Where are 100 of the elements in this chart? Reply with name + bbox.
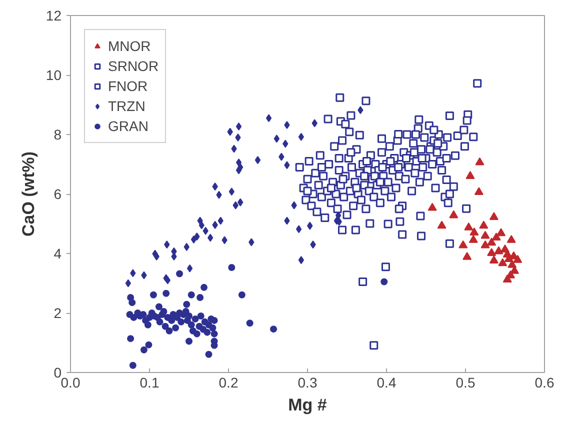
point	[284, 216, 290, 225]
legend-label: FNOR	[108, 78, 148, 94]
y-axis-title: CaO (wt%)	[18, 152, 38, 236]
point	[190, 236, 197, 244]
point	[470, 228, 479, 236]
point	[513, 254, 522, 263]
y-tick-label: 4	[54, 246, 62, 262]
legend-label: SRNOR	[108, 58, 159, 74]
x-tick-label: 0.0	[60, 374, 80, 390]
y-tick-label: 0	[54, 364, 62, 380]
point	[394, 204, 404, 214]
point	[506, 234, 516, 243]
point	[130, 269, 136, 278]
point	[494, 246, 504, 254]
point	[502, 274, 512, 282]
point	[184, 242, 190, 251]
point	[468, 234, 478, 243]
point	[303, 186, 312, 196]
point	[411, 130, 420, 139]
point	[291, 201, 297, 210]
point	[284, 120, 290, 129]
point	[125, 279, 132, 288]
point	[298, 132, 304, 141]
point	[218, 216, 224, 225]
point	[227, 128, 233, 136]
y-tick-label: 12	[46, 8, 62, 24]
x-tick-label: 0.2	[218, 374, 238, 390]
point	[198, 221, 204, 230]
x-tick-label: 0.1	[140, 374, 160, 390]
point	[248, 238, 254, 246]
point	[312, 119, 318, 128]
point	[212, 182, 218, 191]
point	[489, 256, 498, 264]
point	[310, 240, 316, 249]
point	[254, 156, 261, 164]
point	[386, 157, 395, 166]
point	[228, 188, 234, 196]
point	[236, 166, 242, 174]
point	[164, 240, 170, 249]
point	[464, 222, 474, 230]
x-tick-label: 0.6	[534, 374, 554, 390]
y-tick-label: 6	[54, 186, 62, 202]
point	[458, 240, 468, 248]
point	[376, 178, 384, 186]
point	[370, 172, 379, 180]
point	[232, 201, 238, 210]
point	[326, 184, 336, 192]
point	[186, 264, 193, 272]
point	[266, 114, 272, 122]
point	[410, 148, 418, 157]
legend-label: MNOR	[108, 38, 151, 54]
y-tick-label: 10	[46, 67, 62, 83]
point	[449, 210, 458, 218]
point	[479, 220, 488, 229]
point	[418, 154, 426, 163]
x-tick-label: 0.3	[298, 374, 318, 390]
point	[426, 145, 434, 154]
point	[474, 187, 484, 196]
y-tick-label: 8	[54, 126, 62, 142]
point	[284, 161, 290, 170]
point	[352, 184, 361, 192]
point	[282, 140, 288, 148]
point	[434, 139, 442, 148]
point	[394, 162, 403, 172]
legend-label: TRZN	[108, 98, 146, 114]
point	[480, 240, 490, 248]
point	[298, 256, 304, 264]
point	[212, 220, 218, 229]
point	[360, 172, 369, 180]
point	[194, 232, 200, 241]
point	[480, 230, 490, 239]
point	[402, 154, 410, 163]
point	[362, 157, 371, 166]
point	[496, 228, 506, 236]
point	[487, 238, 496, 246]
point	[236, 122, 242, 130]
point	[487, 248, 496, 256]
point	[462, 252, 472, 260]
point	[307, 222, 313, 230]
point	[202, 226, 208, 235]
point	[378, 162, 387, 172]
point	[358, 106, 364, 114]
point	[498, 258, 508, 266]
point	[235, 133, 241, 142]
point	[334, 154, 344, 163]
point	[222, 236, 228, 244]
point	[238, 198, 244, 206]
point	[508, 260, 517, 268]
legend-label: GRAN	[108, 118, 148, 134]
point	[428, 202, 437, 211]
point	[216, 190, 222, 199]
x-tick-label: 0.4	[376, 374, 396, 390]
x-axis-title: Mg #	[288, 396, 328, 414]
point	[278, 152, 284, 161]
point	[437, 220, 446, 229]
point	[338, 174, 348, 184]
point	[154, 252, 160, 260]
point	[231, 144, 237, 153]
x-tick-label: 0.5	[456, 374, 476, 390]
point	[489, 212, 498, 220]
